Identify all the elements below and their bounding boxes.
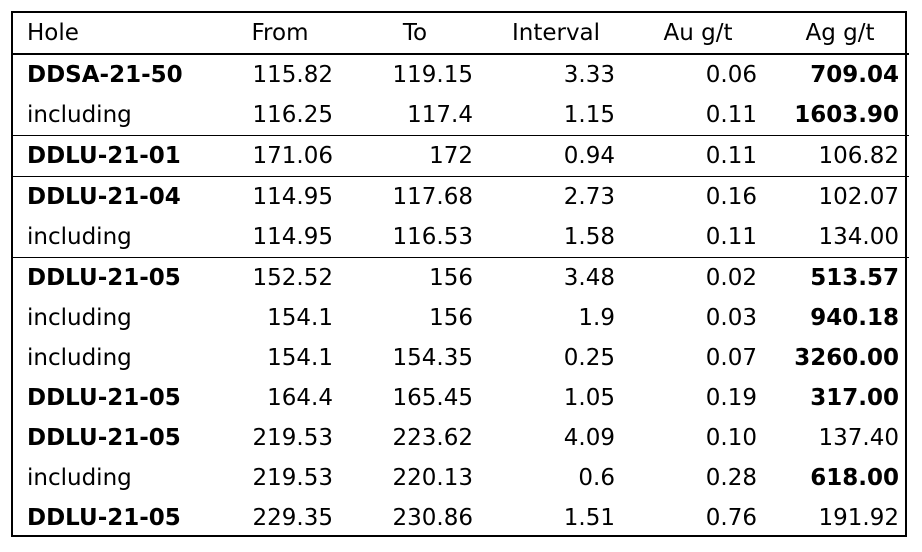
cell-from: 154.1: [267, 305, 333, 331]
cell-from: 152.52: [213, 257, 343, 298]
column-header-ag: Ag g/t: [767, 13, 909, 55]
cell-hole: DDLU-21-05: [27, 425, 181, 451]
cell-ag: 102.07: [767, 176, 909, 217]
cell-hole: including: [27, 102, 132, 128]
cell-interval: 1.05: [563, 385, 615, 411]
cell-hole: DDLU-21-05: [27, 505, 181, 531]
cell-au: 0.19: [705, 385, 757, 411]
table-row: DDLU-21-05 229.35 230.86 1.51 0.76 191.92: [13, 498, 909, 538]
cell-to: 156: [343, 257, 483, 298]
cell-to: 165.45: [392, 385, 473, 411]
table-row: including 154.1 156 1.9 0.03 940.18: [13, 298, 909, 338]
assay-results-table: Hole From To Interval Au g/t Ag g/t DDSA…: [13, 13, 909, 538]
column-header-interval: Interval: [483, 13, 625, 55]
column-header-to: To: [343, 13, 483, 55]
cell-au: 0.11: [625, 135, 767, 177]
cell-ag: 618.00: [810, 465, 899, 491]
cell-hole: including: [27, 345, 132, 371]
cell-au: 0.07: [705, 345, 757, 371]
cell-to: 220.13: [392, 465, 473, 491]
table-row: DDLU-21-01 171.06 172 0.94 0.11 106.82: [13, 135, 909, 177]
cell-interval: 0.25: [563, 345, 615, 371]
cell-from: 229.35: [252, 505, 333, 531]
cell-from: 171.06: [213, 135, 343, 177]
cell-to: 156: [429, 305, 473, 331]
cell-interval: 1.58: [563, 224, 615, 250]
cell-ag: 1603.90: [794, 102, 899, 128]
cell-interval: 4.09: [563, 425, 615, 451]
cell-ag: 317.00: [810, 385, 899, 411]
cell-ag: 940.18: [810, 305, 899, 331]
cell-hole: DDLU-21-05: [27, 385, 181, 411]
cell-au: 0.28: [705, 465, 757, 491]
cell-au: 0.10: [705, 425, 757, 451]
cell-interval: 3.33: [563, 62, 615, 88]
cell-au: 0.02: [625, 257, 767, 298]
cell-from: 116.25: [252, 102, 333, 128]
cell-ag: 3260.00: [794, 345, 899, 371]
cell-to: 117.4: [407, 102, 473, 128]
column-header-from: From: [213, 13, 343, 55]
cell-hole: DDLU-21-01: [13, 135, 213, 177]
column-header-au: Au g/t: [625, 13, 767, 55]
cell-hole: DDLU-21-04: [13, 176, 213, 217]
table-row: including 116.25 117.4 1.15 0.11 1603.90: [13, 95, 909, 136]
cell-from: 115.82: [252, 62, 333, 88]
cell-au: 0.76: [705, 505, 757, 531]
cell-au: 0.03: [705, 305, 757, 331]
cell-from: 164.4: [267, 385, 333, 411]
cell-hole: including: [27, 224, 132, 250]
cell-ag: 134.00: [818, 224, 899, 250]
table-header-row: Hole From To Interval Au g/t Ag g/t: [13, 13, 909, 55]
table-row: including 114.95 116.53 1.58 0.11 134.00: [13, 217, 909, 258]
cell-to: 230.86: [392, 505, 473, 531]
cell-au: 0.11: [705, 102, 757, 128]
cell-hole: including: [27, 305, 132, 331]
table-row: including 219.53 220.13 0.6 0.28 618.00: [13, 458, 909, 498]
table-body: DDSA-21-50 115.82 119.15 3.33 0.06 709.04 incl…: [13, 54, 909, 538]
cell-interval: 0.94: [483, 135, 625, 177]
cell-interval: 3.48: [483, 257, 625, 298]
cell-interval: 0.6: [578, 465, 615, 491]
cell-from: 114.95: [213, 176, 343, 217]
cell-hole: DDLU-21-05: [13, 257, 213, 298]
cell-from: 219.53: [252, 465, 333, 491]
cell-ag: 191.92: [818, 505, 899, 531]
cell-interval: 1.15: [563, 102, 615, 128]
cell-to: 116.53: [392, 224, 473, 250]
cell-interval: 1.9: [578, 305, 615, 331]
table-row: DDLU-21-04 114.95 117.68 2.73 0.16 102.07: [13, 176, 909, 217]
cell-ag: 106.82: [767, 135, 909, 177]
cell-from: 114.95: [252, 224, 333, 250]
cell-interval: 2.73: [483, 176, 625, 217]
table-row: DDLU-21-05 152.52 156 3.48 0.02 513.57: [13, 257, 909, 298]
table-row: DDSA-21-50 115.82 119.15 3.33 0.06 709.04: [13, 54, 909, 95]
cell-au: 0.06: [705, 62, 757, 88]
cell-from: 219.53: [252, 425, 333, 451]
cell-au: 0.16: [625, 176, 767, 217]
cell-ag: 137.40: [818, 425, 899, 451]
cell-to: 154.35: [392, 345, 473, 371]
cell-ag: 513.57: [767, 257, 909, 298]
cell-au: 0.11: [705, 224, 757, 250]
table-row: DDLU-21-05 219.53 223.62 4.09 0.10 137.40: [13, 418, 909, 458]
cell-hole: including: [27, 465, 132, 491]
assay-results-table-frame: Hole From To Interval Au g/t Ag g/t DDSA…: [11, 11, 909, 538]
cell-to: 117.68: [343, 176, 483, 217]
cell-hole: DDSA-21-50: [27, 62, 183, 88]
table-row: including 154.1 154.35 0.25 0.07 3260.00: [13, 338, 909, 378]
column-header-hole: Hole: [13, 13, 213, 55]
table-row: DDLU-21-05 164.4 165.45 1.05 0.19 317.00: [13, 378, 909, 418]
cell-to: 223.62: [392, 425, 473, 451]
cell-to: 119.15: [392, 62, 473, 88]
cell-interval: 1.51: [563, 505, 615, 531]
cell-ag: 709.04: [810, 62, 899, 88]
cell-from: 154.1: [267, 345, 333, 371]
cell-to: 172: [343, 135, 483, 177]
